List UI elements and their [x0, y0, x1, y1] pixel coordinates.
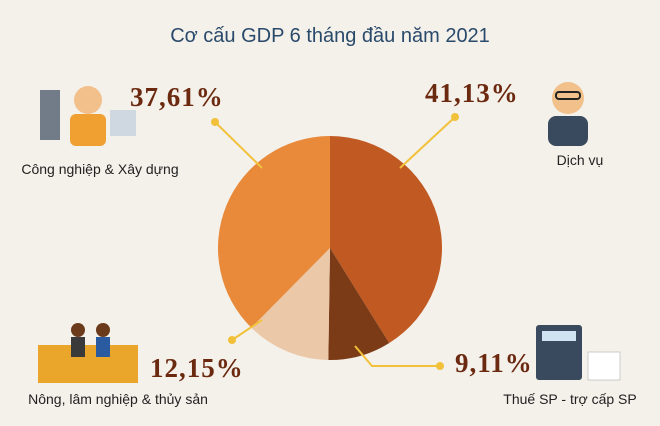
leader-dot — [228, 336, 236, 344]
leader — [231, 319, 263, 341]
icon-agriculture — [38, 323, 138, 383]
leader-dot — [436, 362, 444, 370]
pie-slice — [330, 136, 443, 344]
value-label: 37,61% — [130, 82, 224, 112]
category-label: Nông, lâm nghiệp & thủy sản — [28, 391, 208, 407]
pie-slice — [328, 248, 390, 360]
chart-title: Cơ cấu GDP 6 tháng đầu năm 2021 — [170, 25, 490, 47]
icon-industry — [40, 86, 136, 146]
value-label: 41,13% — [425, 78, 519, 108]
pie-slice — [217, 136, 330, 328]
leader-dot — [211, 118, 219, 126]
leader — [214, 121, 263, 169]
category-label: Thuế SP - trợ cấp SP — [503, 391, 636, 407]
pie-slice — [251, 248, 330, 360]
icon-service — [548, 82, 588, 146]
icon-tax — [536, 325, 621, 381]
pie — [217, 136, 443, 360]
leader-dot — [451, 113, 459, 121]
leader — [354, 345, 440, 367]
leader — [399, 116, 456, 169]
category-label: Công nghiệp & Xây dựng — [21, 161, 178, 177]
value-label: 12,15% — [150, 353, 244, 383]
category-label: Dịch vụ — [557, 152, 604, 168]
value-label: 9,11% — [455, 348, 533, 378]
